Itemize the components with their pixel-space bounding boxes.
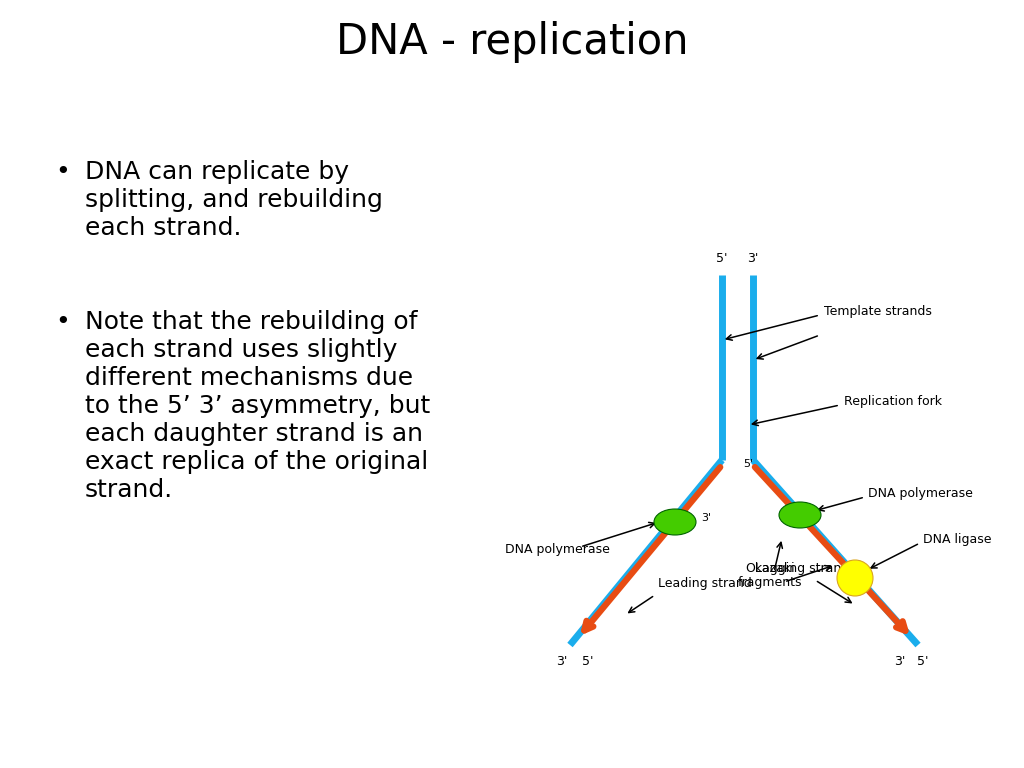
Text: Template strands: Template strands	[824, 306, 932, 319]
Text: 3': 3'	[894, 655, 905, 668]
Text: DNA - replication: DNA - replication	[336, 21, 688, 63]
Circle shape	[837, 560, 873, 596]
Text: different mechanisms due: different mechanisms due	[85, 366, 413, 390]
Text: DNA polymerase: DNA polymerase	[868, 486, 973, 499]
Text: •: •	[55, 310, 70, 334]
Text: 5': 5'	[716, 252, 728, 265]
Text: fragments: fragments	[737, 576, 802, 589]
Text: Okazaki: Okazaki	[745, 562, 795, 575]
Text: 3': 3'	[556, 655, 567, 668]
Text: 5': 5'	[918, 655, 929, 668]
Ellipse shape	[779, 502, 821, 528]
Text: Replication fork: Replication fork	[844, 396, 942, 409]
Text: 5': 5'	[743, 459, 753, 469]
Text: each strand.: each strand.	[85, 216, 242, 240]
Text: Leading strand: Leading strand	[658, 577, 752, 590]
Text: exact replica of the original: exact replica of the original	[85, 450, 428, 474]
Ellipse shape	[654, 509, 696, 535]
Text: to the 5’ 3’ asymmetry, but: to the 5’ 3’ asymmetry, but	[85, 394, 430, 418]
Text: strand.: strand.	[85, 478, 173, 502]
Text: 3': 3'	[748, 252, 759, 265]
Text: DNA polymerase: DNA polymerase	[505, 544, 610, 557]
Text: 3': 3'	[701, 513, 711, 523]
Text: •: •	[55, 160, 70, 184]
Text: each strand uses slightly: each strand uses slightly	[85, 338, 397, 362]
Text: 5': 5'	[583, 655, 594, 668]
Text: each daughter strand is an: each daughter strand is an	[85, 422, 423, 446]
Text: Lagging strand: Lagging strand	[755, 562, 849, 575]
Text: Note that the rebuilding of: Note that the rebuilding of	[85, 310, 418, 334]
Text: DNA ligase: DNA ligase	[923, 534, 991, 547]
Text: DNA can replicate by: DNA can replicate by	[85, 160, 349, 184]
Text: splitting, and rebuilding: splitting, and rebuilding	[85, 188, 383, 212]
